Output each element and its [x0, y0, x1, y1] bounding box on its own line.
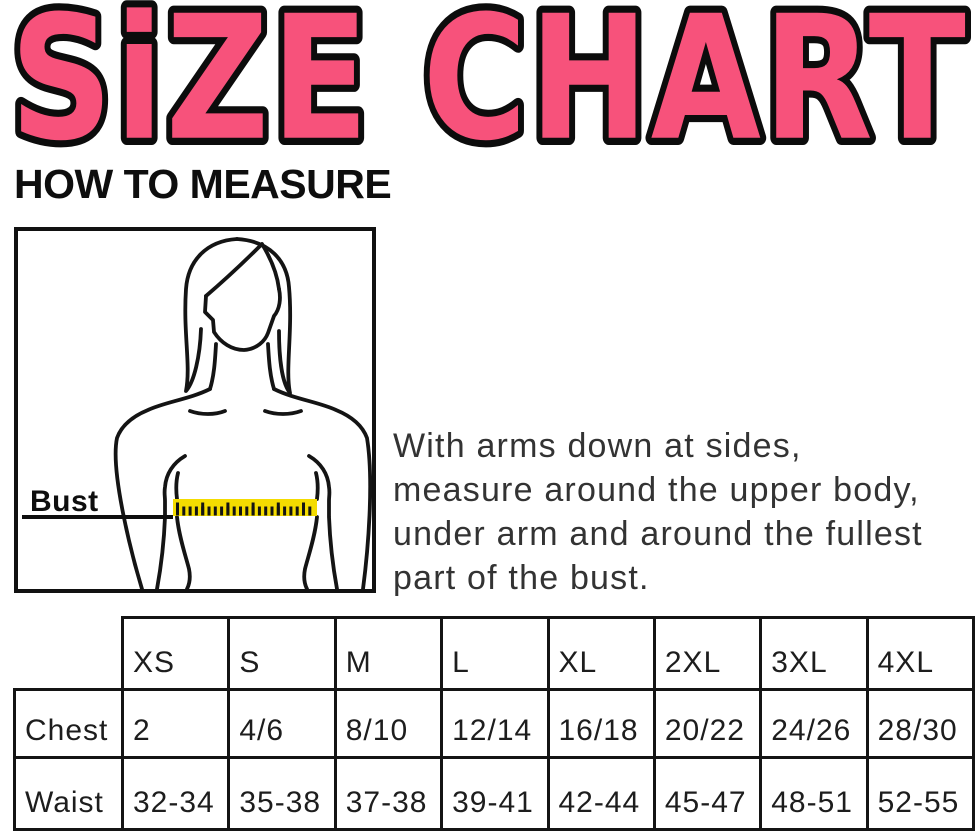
chest-value: 2: [120, 688, 231, 759]
left-shoulder-arm-outline: [113, 387, 212, 589]
size-column-header: M: [333, 616, 444, 691]
right-shoulder-arm-outline: [272, 387, 372, 589]
hair-right-outline: [235, 237, 293, 395]
waist-value: 48-51: [759, 756, 869, 831]
size-column-header: 2XL: [652, 616, 763, 691]
waist-value: 45-47: [652, 756, 763, 831]
instruction-line: With arms down at sides,: [393, 427, 802, 465]
waist-value: 39-41: [440, 756, 550, 831]
waist-value: 37-38: [333, 756, 444, 831]
chest-value: 16/18: [546, 688, 656, 759]
chest-row: Chest 2 4/6 8/10 12/14 16/18 20/22 24/26…: [13, 688, 976, 759]
measuring-tape: [173, 499, 317, 516]
chest-value: 24/26: [759, 688, 869, 759]
right-inner-arm-line: [307, 454, 339, 589]
size-column-header: XL: [546, 616, 656, 691]
face-outline: [203, 287, 282, 352]
title-text: SiZE CHART: [10, 0, 968, 179]
size-column-header: 3XL: [759, 616, 869, 691]
size-column-header: XS: [120, 616, 231, 691]
waist-value: 42-44: [546, 756, 656, 831]
chest-value: 28/30: [865, 688, 976, 759]
size-column-header: L: [440, 616, 550, 691]
row-label-chest: Chest: [13, 688, 124, 759]
collarbone-right: [263, 409, 303, 416]
table-corner-cell: [14, 617, 123, 690]
measurement-diagram: Bust: [14, 227, 376, 593]
size-column-header: S: [227, 616, 337, 691]
bust-label: Bust: [30, 485, 99, 518]
woman-figure-illustration: Bust: [22, 237, 372, 589]
size-table: XS S M L XL 2XL 3XL 4XL Chest 2 4/6 8/10…: [13, 616, 976, 831]
size-column-header: 4XL: [865, 616, 976, 691]
waist-row: Waist 32-34 35-38 37-38 39-41 42-44 45-4…: [13, 756, 976, 831]
chest-value: 4/6: [227, 688, 337, 759]
waist-value: 52-55: [865, 756, 976, 831]
measure-instructions: With arms down at sides, measure around …: [393, 424, 978, 600]
row-label-waist: Waist: [13, 756, 124, 831]
size-table-header-row: XS S M L XL 2XL 3XL 4XL: [14, 616, 976, 691]
hair-left-outline: [183, 237, 239, 393]
neck-left-line: [208, 342, 218, 391]
instruction-line: part of the bust.: [393, 559, 650, 597]
collarbone-left: [188, 409, 227, 416]
chest-value: 20/22: [652, 688, 763, 759]
page-title: SiZE CHART: [4, 0, 973, 186]
instruction-line: measure around the upper body,: [393, 471, 920, 509]
neck-right-line: [266, 342, 276, 391]
waist-value: 35-38: [227, 756, 337, 831]
how-to-measure-heading: HOW TO MEASURE: [14, 161, 392, 207]
torso-left-side: [174, 471, 192, 589]
hair-bangs-line: [204, 242, 281, 298]
torso-right-side: [302, 471, 320, 589]
waist-value: 32-34: [120, 756, 231, 831]
chest-value: 12/14: [440, 688, 550, 759]
chest-value: 8/10: [333, 688, 444, 759]
instruction-line: under arm and around the fullest: [393, 515, 923, 553]
left-inner-arm-line: [155, 454, 187, 589]
